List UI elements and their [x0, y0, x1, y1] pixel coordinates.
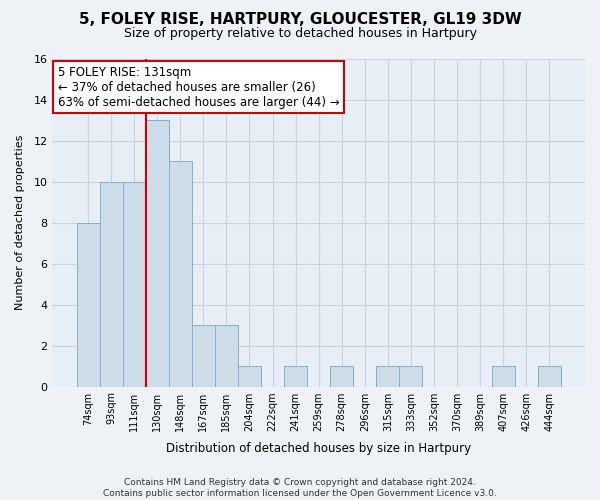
Text: Contains HM Land Registry data © Crown copyright and database right 2024.
Contai: Contains HM Land Registry data © Crown c…	[103, 478, 497, 498]
Bar	[100, 182, 122, 386]
Bar	[122, 182, 146, 386]
Bar	[284, 366, 307, 386]
Text: 5 FOLEY RISE: 131sqm
← 37% of detached houses are smaller (26)
63% of semi-detac: 5 FOLEY RISE: 131sqm ← 37% of detached h…	[58, 66, 339, 108]
Bar	[330, 366, 353, 386]
Bar	[400, 366, 422, 386]
Bar	[77, 223, 100, 386]
Bar	[192, 325, 215, 386]
Bar	[238, 366, 261, 386]
Y-axis label: Number of detached properties: Number of detached properties	[15, 135, 25, 310]
Bar	[146, 120, 169, 386]
Text: Size of property relative to detached houses in Hartpury: Size of property relative to detached ho…	[124, 28, 476, 40]
Bar	[169, 162, 192, 386]
Bar	[376, 366, 400, 386]
Bar	[491, 366, 515, 386]
Bar	[215, 325, 238, 386]
Bar	[538, 366, 561, 386]
X-axis label: Distribution of detached houses by size in Hartpury: Distribution of detached houses by size …	[166, 442, 471, 455]
Text: 5, FOLEY RISE, HARTPURY, GLOUCESTER, GL19 3DW: 5, FOLEY RISE, HARTPURY, GLOUCESTER, GL1…	[79, 12, 521, 28]
